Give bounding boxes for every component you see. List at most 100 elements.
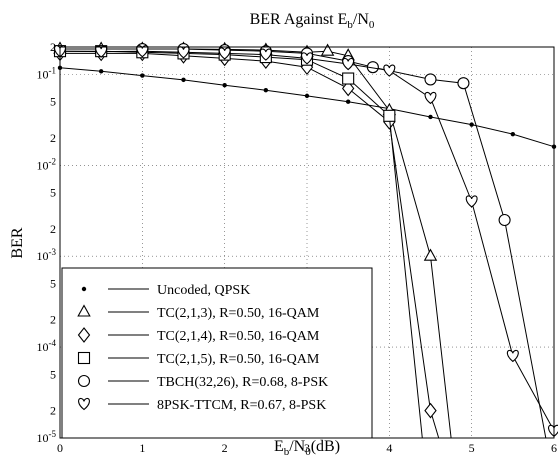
y-tick-label: 10-4 <box>37 338 57 354</box>
x-tick-label: 2 <box>222 441 228 455</box>
legend-label: Uncoded, QPSK <box>157 283 250 298</box>
series-line <box>60 48 452 439</box>
legend-label: TBCH(32,26), R=0.68, 8-PSK <box>157 375 328 390</box>
data-point <box>301 52 313 65</box>
data-point <box>320 43 335 56</box>
legend-item: Uncoded, QPSK <box>81 283 250 298</box>
y-tick-base: 5 <box>50 95 56 109</box>
y-tick-base: 10 <box>37 431 49 445</box>
x-axis-label-main: E <box>274 438 284 455</box>
y-tick-exponent: -1 <box>49 65 57 75</box>
y-tick-label: 10-2 <box>37 156 57 172</box>
data-point <box>181 77 186 83</box>
y-tick-label: 5 <box>50 277 56 291</box>
legend-label: TC(2,1,5), R=0.50, 16-QAM <box>157 352 320 367</box>
y-tick-exponent: -2 <box>49 156 57 166</box>
data-point <box>341 80 355 97</box>
x-axis-label-mid: /N <box>289 438 305 455</box>
x-axis-label: Eb/N0(dB) <box>274 438 340 457</box>
legend-item: TC(2,1,5), R=0.50, 16-QAM <box>77 351 320 367</box>
y-tick-label: 5 <box>50 367 56 381</box>
data-point <box>259 48 272 61</box>
data-point <box>263 87 269 93</box>
chart-title-mid: /N <box>353 11 369 28</box>
x-tick-label: 1 <box>139 441 145 455</box>
x-tick-label: 5 <box>469 441 475 455</box>
data-point <box>304 93 310 99</box>
x-tick-label: 3 <box>304 441 310 455</box>
data-point <box>218 47 231 60</box>
data-point <box>177 46 190 59</box>
y-tick-base: 2 <box>50 222 56 236</box>
y-tick-base: 2 <box>50 40 56 54</box>
legend-item: TBCH(32,26), R=0.68, 8-PSK <box>77 374 328 390</box>
x-tick-label: 6 <box>551 441 557 455</box>
legend-item: TC(2,1,3), R=0.50, 16-QAM <box>77 304 320 321</box>
x-axis-label-subscript: b <box>284 446 290 457</box>
legend-marker-heart <box>78 397 90 411</box>
legend-label: TC(2,1,4), R=0.50, 16-QAM <box>157 329 320 344</box>
data-point <box>510 131 516 137</box>
legend-marker-dot <box>81 286 87 292</box>
chart-title-subscript: b <box>347 19 353 31</box>
y-tick-base: 10 <box>37 158 49 172</box>
y-tick-label: 2 <box>50 40 56 54</box>
legend-marker-diamond <box>77 327 91 343</box>
y-tick-label: 2 <box>50 222 56 236</box>
y-tick-base: 2 <box>50 131 56 145</box>
data-point <box>424 73 437 86</box>
data-point <box>423 248 438 261</box>
data-point <box>465 195 478 208</box>
y-tick-label: 2 <box>50 404 56 418</box>
y-tick-base: 10 <box>37 249 49 263</box>
legend-marker-square <box>77 351 91 365</box>
data-point <box>342 72 355 85</box>
y-tick-label: 10-3 <box>37 247 57 263</box>
legend-label: 8PSK-TTCM, R=0.67, 8-PSK <box>157 398 326 413</box>
y-tick-base: 10 <box>37 340 49 354</box>
y-axis-label: BER <box>9 227 26 258</box>
y-tick-label: 2 <box>50 131 56 145</box>
y-tick-exponent: -5 <box>49 429 57 439</box>
legend-label: TC(2,1,3), R=0.50, 16-QAM <box>157 306 320 321</box>
data-point <box>383 64 396 77</box>
chart-title: BER Against Eb/N0 <box>250 11 375 31</box>
x-axis-label-subscript-2: 0 <box>305 446 311 457</box>
data-point <box>424 91 437 105</box>
legend: Uncoded, QPSK TC(2,1,3), R=0.50, 16-QAM TC… <box>61 267 373 439</box>
y-tick-base: 2 <box>50 404 56 418</box>
data-point <box>98 69 104 74</box>
y-tick-base: 10 <box>37 67 49 81</box>
y-tick-base: 5 <box>50 186 56 200</box>
x-tick-label: 4 <box>386 441 392 455</box>
y-tick-label: 5 <box>50 186 56 200</box>
data-point <box>506 349 519 363</box>
y-tick-base: 5 <box>50 367 56 381</box>
chart-title-main: BER Against E <box>250 11 348 28</box>
y-tick-exponent: -4 <box>49 338 57 348</box>
series-layer <box>53 41 558 439</box>
data-point <box>424 402 437 419</box>
legend-marker-circle <box>77 374 91 388</box>
data-point <box>342 57 355 71</box>
data-point <box>345 99 351 104</box>
y-tick-base: 2 <box>50 313 56 327</box>
data-point <box>222 83 227 88</box>
data-point <box>469 122 474 127</box>
x-tick-label: 0 <box>57 441 63 455</box>
y-tick-label: 2 <box>50 313 56 327</box>
data-point <box>140 73 145 78</box>
y-tick-base: 5 <box>50 277 56 291</box>
legend-box <box>61 267 373 439</box>
series-dot <box>57 65 557 149</box>
y-tick-label: 5 <box>50 95 56 109</box>
data-point <box>498 213 511 227</box>
x-axis-label-unit: (dB) <box>311 438 340 455</box>
y-tick-label: 10-1 <box>37 65 57 81</box>
data-point <box>457 77 470 90</box>
legend-item: 8PSK-TTCM, R=0.67, 8-PSK <box>78 397 326 413</box>
y-tick-label: 10-5 <box>37 429 57 445</box>
data-point <box>548 424 558 438</box>
data-point <box>428 114 433 120</box>
